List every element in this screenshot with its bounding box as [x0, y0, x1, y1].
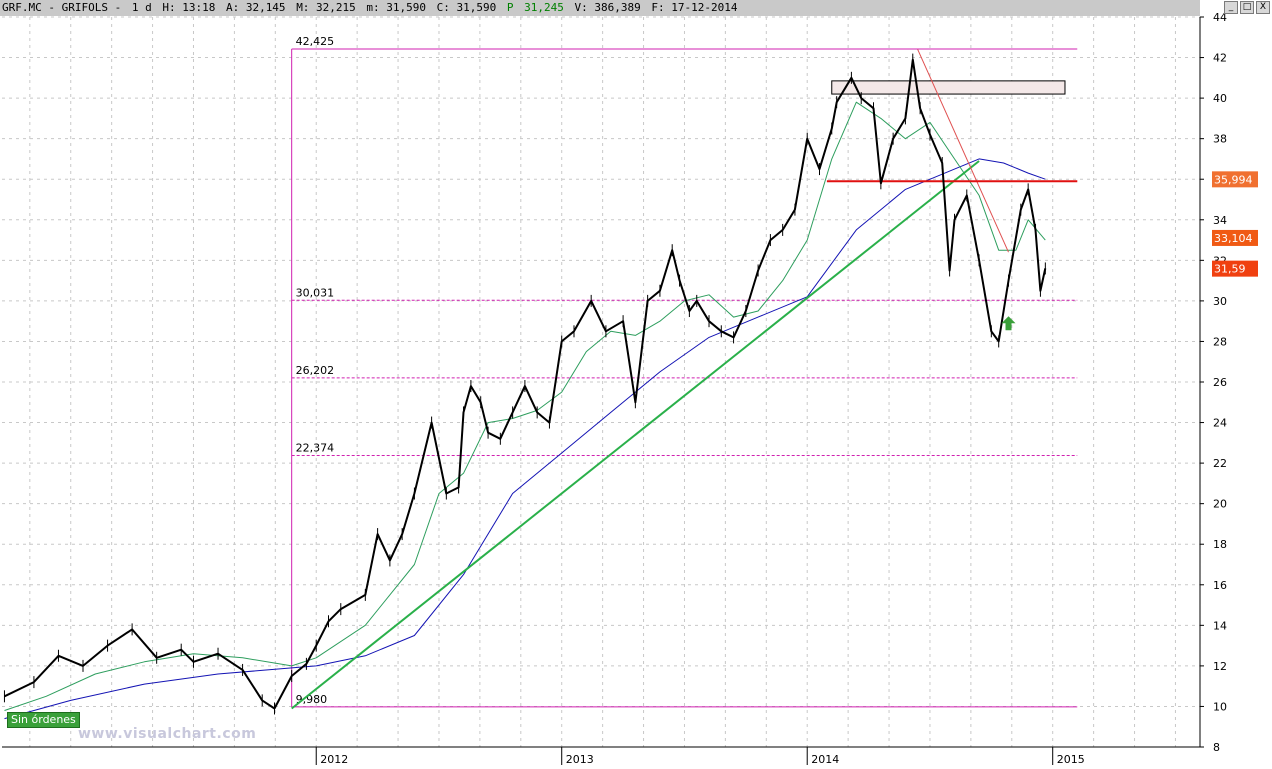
minimize-button[interactable]: _: [1224, 1, 1238, 14]
y-tick-label: 16: [1213, 579, 1227, 592]
volume-label: V: 386,389: [574, 1, 641, 14]
low-label: m: 31,590: [366, 1, 427, 14]
open-label: A: 32,145: [225, 1, 286, 14]
p-value: 31,245: [524, 1, 564, 14]
x-tick-label: 2013: [566, 753, 594, 766]
price-tag-label: 33,104: [1214, 232, 1253, 245]
y-tick-label: 12: [1213, 660, 1227, 673]
p-label: P: [506, 1, 514, 14]
close-button[interactable]: X: [1256, 1, 1270, 14]
close-label: C: 31,590: [436, 1, 497, 14]
plot-area: [2, 17, 1200, 747]
date-label: F: 17-12-2014: [651, 1, 738, 14]
y-tick-label: 42: [1213, 52, 1227, 65]
hour-label: H: 13:18: [162, 1, 216, 14]
x-tick-label: 2015: [1057, 753, 1085, 766]
y-tick-label: 14: [1213, 619, 1227, 632]
y-tick-label: 20: [1213, 498, 1227, 511]
y-tick-label: 26: [1213, 376, 1227, 389]
restore-button[interactable]: □: [1240, 1, 1254, 14]
y-tick-label: 30: [1213, 295, 1227, 308]
fib-level-label: 26,202: [296, 364, 335, 377]
price-tag-label: 31,59: [1214, 263, 1246, 276]
orders-status-badge[interactable]: Sin órdenes: [7, 712, 80, 728]
up-arrow-icon: [1001, 316, 1016, 331]
fib-level-label: 42,425: [296, 35, 335, 48]
y-tick-label: 10: [1213, 700, 1227, 713]
y-tick-label: 22: [1213, 457, 1227, 470]
long-ma-line: [4, 158, 1046, 720]
y-tick-label: 40: [1213, 92, 1227, 105]
ticker-label: GRF.MC - GRIFOLS -: [2, 1, 122, 14]
fib-level-label: 22,374: [296, 442, 335, 455]
price-tag: [1212, 171, 1258, 188]
fib-level-label: 30,031: [296, 286, 335, 299]
period-label: 1 d: [131, 1, 152, 14]
price-tag: [1212, 260, 1258, 277]
window-controls: _ □ X: [1224, 1, 1270, 15]
y-tick-label: 38: [1213, 133, 1227, 146]
y-tick-label: 24: [1213, 417, 1227, 430]
y-axis-panel: [1200, 0, 1272, 769]
price-tag: [1212, 229, 1258, 246]
y-tick-label: 18: [1213, 538, 1227, 551]
x-tick-label: 2014: [811, 753, 839, 766]
trendline: [917, 49, 1009, 253]
x-tick-label: 2012: [320, 753, 348, 766]
watermark: www.visualchart.com: [78, 726, 257, 742]
high-label: M: 32,215: [296, 1, 356, 14]
y-tick-label: 44: [1213, 11, 1227, 24]
price-tag-label: 35,994: [1214, 173, 1253, 186]
short-ma-line: [4, 101, 1046, 711]
resistance-zone-box: [831, 80, 1066, 95]
quote-header-bar: GRF.MC - GRIFOLS - 1 d H: 13:18 A: 32,14…: [0, 0, 1200, 16]
y-tick-label: 28: [1213, 335, 1227, 348]
trendline: [291, 160, 980, 710]
y-tick-label: 8: [1213, 741, 1220, 754]
y-tick-label: 34: [1213, 214, 1227, 227]
fib-level-label: 9,980: [296, 693, 328, 706]
